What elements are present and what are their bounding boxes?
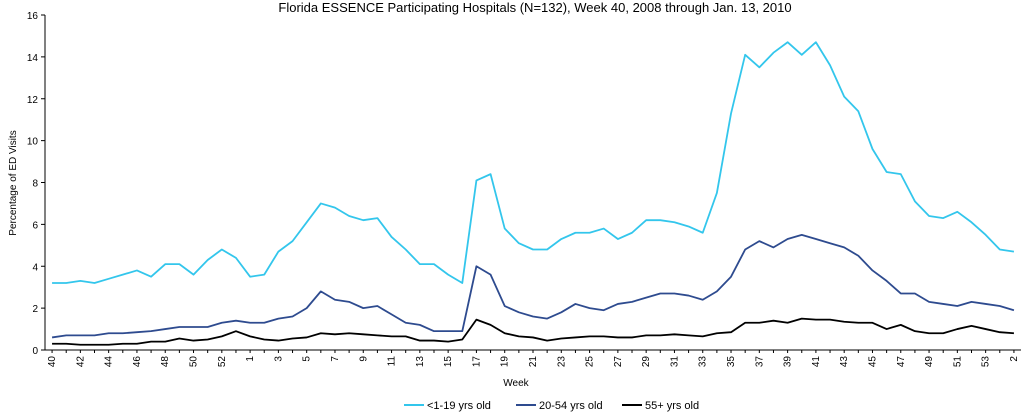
- y-tick-label: 6: [32, 220, 38, 231]
- x-tick-label: 33: [698, 356, 709, 368]
- x-tick-label: 41: [811, 356, 822, 368]
- y-tick-label: 12: [27, 95, 39, 106]
- y-tick-label: 4: [32, 262, 38, 273]
- x-tick-label: 1: [245, 356, 256, 362]
- x-tick-label: 47: [896, 356, 907, 368]
- x-tick-label: 48: [160, 356, 171, 368]
- legend-label: 20-54 yrs old: [539, 400, 603, 412]
- x-tick-label: 49: [924, 356, 935, 368]
- x-tick-label: 11: [387, 356, 398, 367]
- x-tick-label: 23: [556, 356, 567, 368]
- x-tick-label: 5: [302, 356, 313, 362]
- series-line: [52, 317, 1014, 346]
- x-tick-label: 7: [330, 356, 341, 362]
- x-tick-label: 43: [839, 356, 850, 368]
- y-tick-label: 14: [27, 53, 39, 64]
- legend-label: <1-19 yrs old: [427, 400, 491, 412]
- x-tick-label: 51: [952, 356, 963, 368]
- x-tick-label: 25: [585, 356, 596, 368]
- x-tick-label: 35: [726, 356, 737, 368]
- x-tick-label: 17: [471, 356, 482, 368]
- x-tick-label: 52: [217, 356, 228, 368]
- series-line: [51, 233, 1015, 339]
- x-tick-label: 21: [528, 356, 539, 368]
- x-tick-label: 27: [613, 356, 624, 368]
- x-tick-label: 31: [669, 356, 680, 368]
- x-axis-label: Week: [503, 378, 529, 389]
- x-tick-label: 9: [358, 356, 369, 362]
- series-line: [52, 41, 1015, 284]
- x-tick-label: 45: [867, 356, 878, 368]
- x-tick-label: 2: [1009, 356, 1020, 362]
- y-tick-label: 0: [32, 346, 38, 357]
- x-tick-label: 15: [443, 356, 454, 368]
- x-tick-label: 29: [641, 356, 652, 368]
- y-tick-label: 16: [27, 11, 39, 22]
- chart-title: Florida ESSENCE Participating Hospitals …: [278, 0, 791, 15]
- x-tick-label: 46: [132, 356, 143, 368]
- x-tick-label: 39: [783, 356, 794, 368]
- y-tick-label: 8: [32, 179, 38, 190]
- x-tick-label: 50: [189, 356, 200, 368]
- x-tick-label: 13: [415, 356, 426, 368]
- y-tick-label: 10: [27, 137, 39, 148]
- x-tick-label: 19: [500, 356, 511, 368]
- x-tick-label: 40: [47, 356, 58, 368]
- x-tick-label: 3: [273, 356, 284, 362]
- x-tick-label: 53: [981, 356, 992, 368]
- x-tick-label: 44: [104, 356, 115, 368]
- y-tick-label: 2: [32, 304, 38, 315]
- legend-label: 55+ yrs old: [645, 400, 699, 412]
- x-tick-label: 37: [754, 356, 765, 368]
- x-tick-label: 42: [75, 356, 86, 368]
- y-axis-label: Percentage of ED Visits: [8, 130, 19, 235]
